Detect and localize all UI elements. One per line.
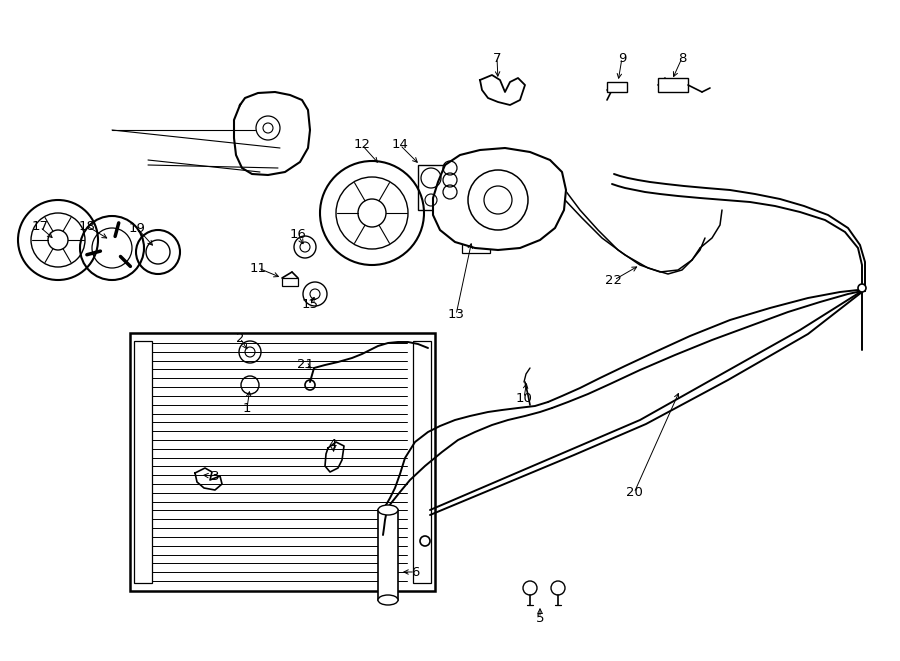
Circle shape	[858, 284, 866, 292]
Text: 14: 14	[392, 139, 409, 151]
Text: 20: 20	[626, 486, 643, 500]
Text: 16: 16	[290, 229, 306, 241]
Text: 13: 13	[447, 309, 464, 321]
Text: 22: 22	[606, 274, 623, 286]
Bar	[462, 235, 490, 253]
Text: 12: 12	[354, 139, 371, 151]
Text: 5: 5	[536, 611, 544, 625]
Text: 4: 4	[328, 438, 338, 451]
Text: 17: 17	[32, 221, 49, 233]
Bar	[134, 341, 152, 583]
Text: 1: 1	[243, 401, 251, 414]
Text: 18: 18	[78, 219, 95, 233]
Bar	[418, 165, 444, 210]
Bar	[130, 333, 435, 591]
Text: 2: 2	[236, 332, 244, 344]
Text: 15: 15	[302, 299, 319, 311]
Ellipse shape	[378, 505, 398, 515]
Text: 6: 6	[410, 566, 419, 578]
Polygon shape	[234, 92, 310, 175]
Text: 3: 3	[211, 469, 220, 483]
Text: 8: 8	[678, 52, 686, 65]
Ellipse shape	[378, 595, 398, 605]
Text: 21: 21	[298, 358, 314, 371]
Bar	[282, 278, 298, 286]
Text: 19: 19	[129, 221, 146, 235]
Circle shape	[420, 536, 430, 546]
Text: 7: 7	[493, 52, 501, 65]
Text: 9: 9	[617, 52, 626, 65]
Polygon shape	[433, 148, 566, 250]
Bar	[607, 82, 627, 92]
Bar	[378, 510, 398, 600]
Text: 11: 11	[249, 262, 266, 274]
Bar	[413, 341, 431, 583]
Bar	[658, 78, 688, 92]
Text: 10: 10	[516, 391, 533, 405]
